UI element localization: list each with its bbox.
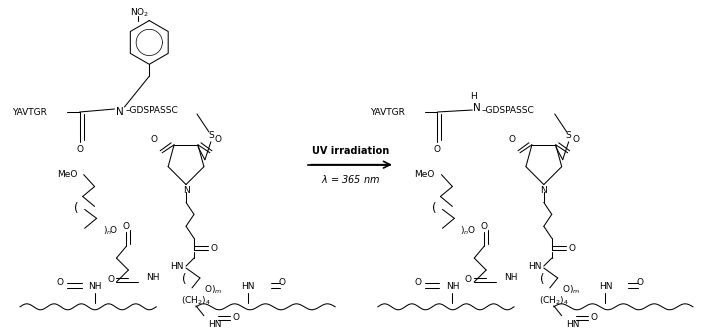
Text: O: O — [508, 135, 515, 144]
Text: YAVTGR: YAVTGR — [12, 108, 47, 117]
Text: O: O — [279, 278, 286, 287]
Text: MeO: MeO — [57, 170, 77, 179]
Text: O: O — [110, 226, 117, 235]
Text: O: O — [468, 226, 474, 235]
Text: O: O — [568, 244, 575, 253]
Text: (CH$_2$)$_4$: (CH$_2$)$_4$ — [539, 295, 569, 307]
Text: )$_n$: )$_n$ — [102, 224, 112, 237]
Text: YAVTGR: YAVTGR — [370, 108, 405, 117]
Text: NO$_2$: NO$_2$ — [130, 6, 149, 19]
Text: HN: HN — [566, 320, 579, 329]
Text: O: O — [465, 275, 472, 284]
Text: HN: HN — [528, 261, 542, 270]
Text: MeO: MeO — [414, 170, 435, 179]
Text: $\lambda$ = 365 nm: $\lambda$ = 365 nm — [321, 172, 381, 185]
Text: (: ( — [539, 273, 544, 286]
Text: O: O — [481, 222, 488, 231]
Text: O: O — [210, 244, 217, 253]
Text: O: O — [414, 278, 421, 287]
Text: S: S — [566, 131, 572, 140]
Text: O: O — [232, 313, 239, 322]
Text: N: N — [116, 107, 124, 117]
Text: NH: NH — [88, 282, 102, 291]
Text: HN: HN — [208, 320, 222, 329]
Text: O)$_m$: O)$_m$ — [562, 284, 580, 296]
Text: N: N — [183, 186, 189, 195]
Text: O)$_m$: O)$_m$ — [204, 284, 222, 296]
Text: O: O — [434, 145, 441, 154]
Text: HN: HN — [241, 282, 254, 291]
Text: S: S — [208, 131, 214, 140]
Text: HN: HN — [599, 282, 612, 291]
Text: (: ( — [181, 273, 186, 286]
Text: H: H — [470, 92, 477, 101]
Text: –GDSPASSC: –GDSPASSC — [481, 106, 534, 115]
Text: O: O — [76, 145, 83, 154]
Text: N: N — [540, 186, 547, 195]
Text: O: O — [107, 275, 114, 284]
Text: (: ( — [74, 202, 79, 215]
Text: UV irradiation: UV irradiation — [312, 146, 390, 156]
Text: O: O — [123, 222, 130, 231]
Text: O: O — [215, 135, 222, 144]
Text: O: O — [572, 135, 579, 144]
Text: O: O — [637, 278, 644, 287]
Text: HN: HN — [171, 261, 184, 270]
Text: )$_n$: )$_n$ — [460, 224, 469, 237]
Text: (: ( — [432, 202, 437, 215]
Text: NH: NH — [146, 273, 160, 282]
Text: O: O — [151, 135, 157, 144]
Text: NH: NH — [504, 273, 517, 282]
Text: (CH$_2$)$_4$: (CH$_2$)$_4$ — [181, 295, 211, 307]
Text: –GDSPASSC: –GDSPASSC — [126, 106, 178, 115]
Text: O: O — [590, 313, 597, 322]
Text: N: N — [473, 103, 481, 113]
Text: NH: NH — [445, 282, 459, 291]
Text: O: O — [56, 278, 64, 287]
